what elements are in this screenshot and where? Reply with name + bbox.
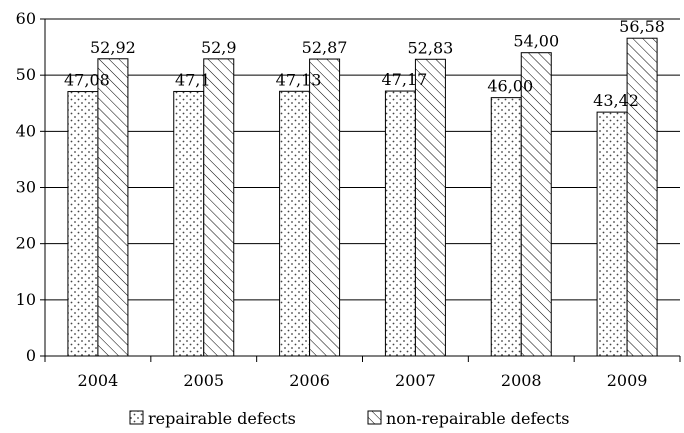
bars <box>67 37 658 357</box>
data-labels: 47,08 47,1 47,13 47,17 46,00 43,42 52,92 52,9 52… <box>64 17 665 110</box>
bar-non-repairable-2009 <box>626 37 658 357</box>
x-tick-label: 2008 <box>501 371 542 390</box>
data-label: 43,42 <box>593 91 639 110</box>
data-label: 52,87 <box>302 38 348 57</box>
bar-repairable-2004 <box>67 91 99 357</box>
axes: 0 10 20 30 40 50 60 2004 2005 2006 2007 2008 2009 <box>16 9 681 390</box>
x-tick-label: 2005 <box>183 371 224 390</box>
bar-non-repairable-2004 <box>97 58 129 357</box>
bar-repairable-2008 <box>490 97 522 357</box>
data-label: 52,92 <box>90 38 136 57</box>
data-label: 52,9 <box>201 38 237 57</box>
data-label: 47,17 <box>382 70 428 89</box>
legend-swatch-repairable <box>129 410 144 425</box>
bar-non-repairable-2005 <box>203 58 235 357</box>
x-tick-label: 2007 <box>395 371 436 390</box>
bar-repairable-2006 <box>279 90 311 357</box>
bar-repairable-2005 <box>173 90 205 357</box>
y-tick-label: 10 <box>16 290 36 309</box>
x-tick-label: 2006 <box>289 371 330 390</box>
y-tick-label: 30 <box>16 178 36 197</box>
legend-label: repairable defects <box>148 409 296 428</box>
y-tick-label: 50 <box>16 65 36 84</box>
legend: repairable defects non-repairable defects <box>129 409 569 428</box>
bar-non-repairable-2006 <box>309 58 341 357</box>
bar-non-repairable-2007 <box>414 58 446 357</box>
bar-non-repairable-2008 <box>520 52 552 357</box>
x-tick-label: 2004 <box>78 371 119 390</box>
data-label: 56,58 <box>619 17 665 36</box>
legend-label: non-repairable defects <box>386 409 569 428</box>
data-label: 52,83 <box>408 38 454 57</box>
y-tick-label: 0 <box>26 346 36 365</box>
data-label: 54,00 <box>513 32 559 51</box>
bar-repairable-2007 <box>384 90 416 357</box>
y-tick-label: 40 <box>16 121 36 140</box>
legend-swatch-non-repairable <box>367 410 382 425</box>
data-label: 47,1 <box>175 70 211 89</box>
data-label: 47,08 <box>64 71 110 90</box>
y-tick-label: 20 <box>16 234 36 253</box>
data-label: 47,13 <box>276 70 322 89</box>
gridlines <box>45 18 680 301</box>
data-label: 46,00 <box>487 77 533 96</box>
bar-repairable-2009 <box>596 111 628 357</box>
y-tick-label: 60 <box>16 9 36 28</box>
x-tick-label: 2009 <box>607 371 648 390</box>
